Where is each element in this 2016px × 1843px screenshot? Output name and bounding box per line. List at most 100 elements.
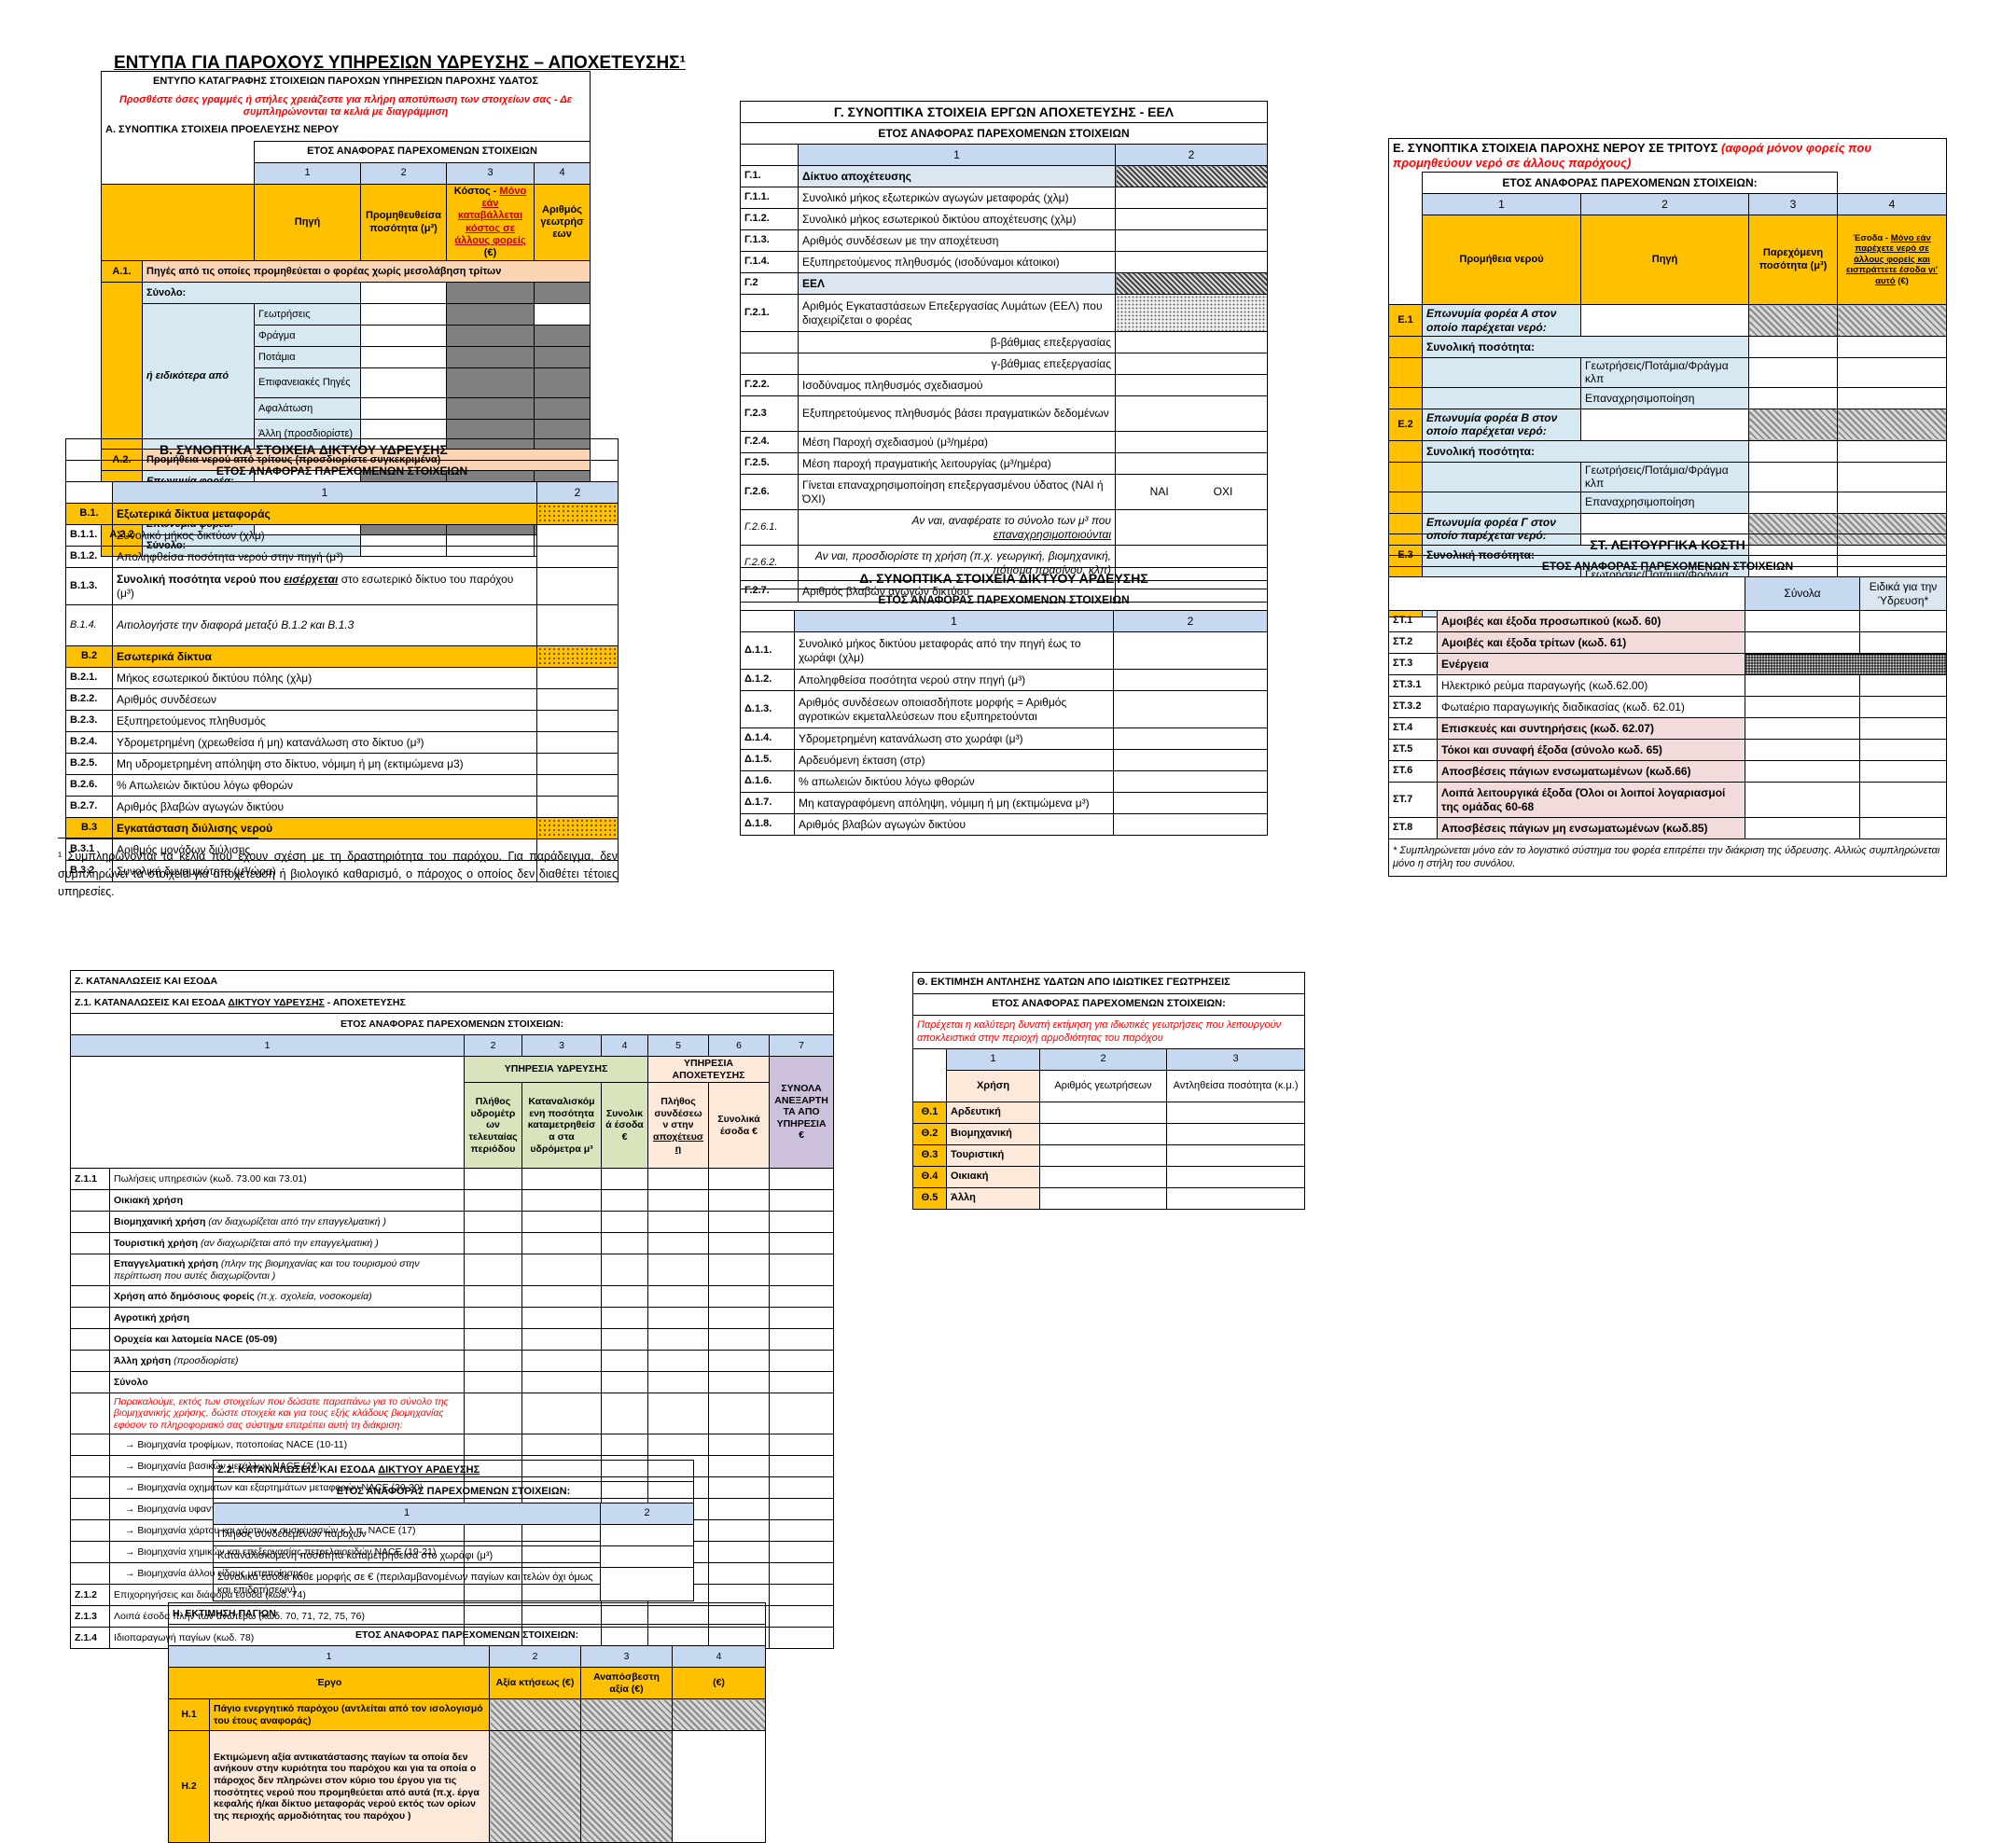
input-cell[interactable]: [1165, 1144, 1306, 1167]
input-cell[interactable]: [708, 1498, 770, 1521]
input-cell[interactable]: [708, 1307, 770, 1330]
input-cell[interactable]: [1114, 452, 1269, 475]
input-cell[interactable]: [768, 1455, 835, 1478]
input-cell[interactable]: [536, 567, 619, 605]
input-cell[interactable]: [601, 1232, 648, 1255]
input-cell[interactable]: [536, 731, 619, 754]
input-cell[interactable]: [536, 710, 619, 732]
input-cell[interactable]: [1859, 760, 1947, 783]
input-cell[interactable]: [1859, 782, 1947, 818]
input-cell[interactable]: [1113, 631, 1268, 670]
input-cell[interactable]: [536, 774, 619, 797]
input-cell[interactable]: [1745, 760, 1860, 783]
input-cell[interactable]: [1745, 631, 1860, 654]
input-cell[interactable]: [1114, 395, 1269, 432]
input-cell[interactable]: [1859, 631, 1947, 654]
input-cell[interactable]: [601, 1328, 648, 1351]
input-cell[interactable]: [600, 1567, 694, 1601]
input-cell[interactable]: [464, 1189, 522, 1212]
input-cell[interactable]: [1165, 1102, 1306, 1124]
input-cell[interactable]: [1039, 1102, 1167, 1124]
input-cell[interactable]: [464, 1328, 522, 1351]
input-cell[interactable]: [647, 1350, 709, 1373]
input-cell[interactable]: [1859, 610, 1947, 632]
input-cell[interactable]: [708, 1584, 770, 1607]
input-cell[interactable]: [768, 1371, 835, 1394]
input-cell[interactable]: [464, 1371, 522, 1394]
input-cell[interactable]: [360, 282, 447, 305]
input-cell[interactable]: [1745, 739, 1860, 761]
input-cell[interactable]: [521, 1350, 602, 1373]
input-cell[interactable]: [601, 1285, 648, 1309]
input-cell[interactable]: [708, 1434, 770, 1457]
input-cell[interactable]: [768, 1350, 835, 1373]
input-cell[interactable]: [708, 1371, 770, 1394]
input-cell[interactable]: [708, 1285, 770, 1309]
input-cell[interactable]: [601, 1254, 648, 1287]
input-cell[interactable]: [1039, 1123, 1167, 1145]
input-cell[interactable]: [464, 1211, 522, 1234]
input-cell[interactable]: [1745, 817, 1860, 839]
input-cell[interactable]: [647, 1254, 709, 1287]
input-cell[interactable]: [708, 1350, 770, 1373]
input-cell[interactable]: [768, 1627, 835, 1650]
input-cell[interactable]: [1745, 782, 1860, 818]
input-cell[interactable]: [1113, 813, 1268, 836]
input-cell[interactable]: [533, 303, 591, 326]
input-cell[interactable]: [601, 1371, 648, 1394]
input-cell[interactable]: [1859, 739, 1947, 761]
input-cell[interactable]: [647, 1371, 709, 1394]
input-cell[interactable]: [708, 1393, 770, 1435]
input-cell[interactable]: [1580, 408, 1749, 441]
input-cell[interactable]: [536, 546, 619, 568]
input-cell[interactable]: [1165, 1166, 1306, 1188]
input-cell[interactable]: [536, 524, 619, 547]
input-cell[interactable]: [1748, 439, 1838, 463]
input-cell[interactable]: [601, 1307, 648, 1330]
input-cell[interactable]: [1837, 386, 1947, 409]
input-cell[interactable]: [536, 604, 619, 646]
input-cell[interactable]: [647, 1434, 709, 1457]
input-cell[interactable]: [464, 1350, 522, 1373]
input-cell[interactable]: [1114, 229, 1269, 252]
input-cell[interactable]: [708, 1519, 770, 1543]
input-cell[interactable]: [647, 1189, 709, 1212]
input-cell[interactable]: [600, 1545, 694, 1568]
input-cell[interactable]: [768, 1476, 835, 1500]
input-cell[interactable]: [708, 1328, 770, 1351]
input-cell[interactable]: [1745, 717, 1860, 740]
input-cell[interactable]: [647, 1168, 709, 1191]
input-cell[interactable]: [1748, 336, 1838, 358]
input-cell[interactable]: [768, 1232, 835, 1255]
input-cell[interactable]: [768, 1285, 835, 1309]
input-cell[interactable]: [521, 1328, 602, 1351]
input-cell[interactable]: [360, 419, 447, 450]
input-cell[interactable]: [647, 1285, 709, 1309]
input-cell[interactable]: [1113, 792, 1268, 814]
input-cell[interactable]: [536, 753, 619, 775]
input-cell[interactable]: [521, 1232, 602, 1255]
input-cell[interactable]: [1748, 491, 1838, 514]
input-cell[interactable]: [1837, 357, 1947, 388]
input-cell[interactable]: [1859, 696, 1947, 718]
input-cell[interactable]: [768, 1254, 835, 1287]
input-cell[interactable]: [464, 1455, 522, 1478]
input-cell[interactable]: [768, 1541, 835, 1564]
input-cell[interactable]: [768, 1168, 835, 1191]
input-cell[interactable]: [1745, 610, 1860, 632]
input-cell[interactable]: [1859, 717, 1947, 740]
input-cell[interactable]: [708, 1476, 770, 1500]
input-cell[interactable]: [1039, 1144, 1167, 1167]
input-cell[interactable]: [1837, 491, 1947, 514]
input-cell[interactable]: [601, 1393, 648, 1435]
input-cell[interactable]: [360, 397, 447, 421]
input-cell[interactable]: [536, 838, 619, 861]
input-cell[interactable]: [1114, 509, 1269, 546]
input-cell[interactable]: [601, 1189, 648, 1212]
input-cell[interactable]: [1837, 336, 1947, 358]
input-cell[interactable]: [1837, 461, 1947, 492]
input-cell[interactable]: [768, 1562, 835, 1586]
input-cell[interactable]: [1113, 728, 1268, 750]
input-cell[interactable]: [521, 1254, 602, 1287]
input-cell[interactable]: [1113, 669, 1268, 691]
